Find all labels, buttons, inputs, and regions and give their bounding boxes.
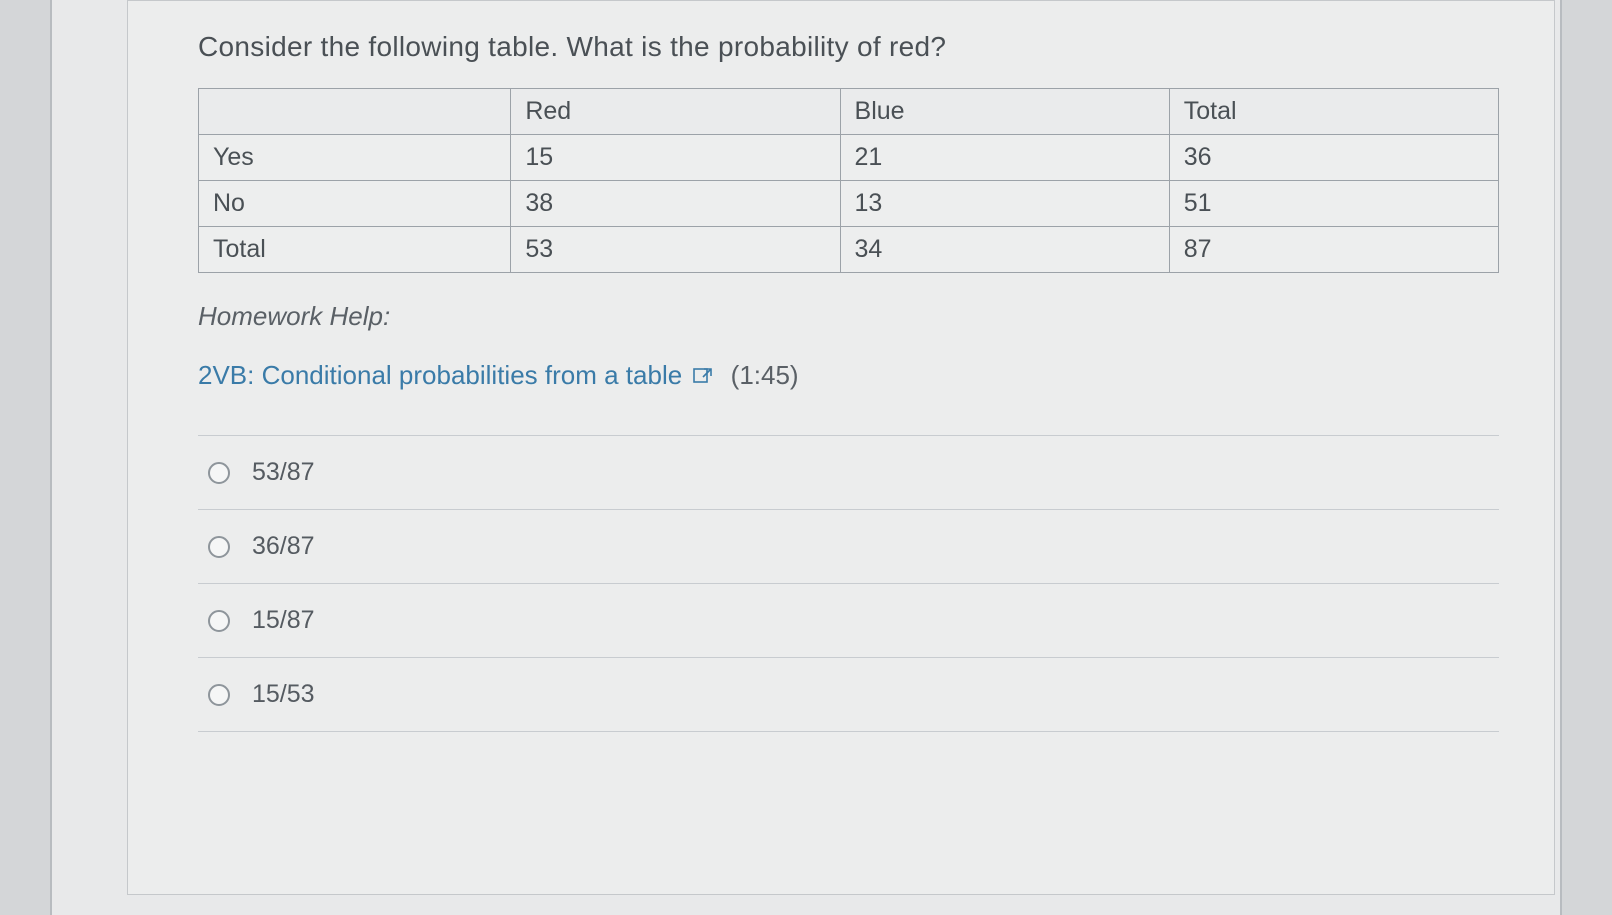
table-cell: 13 — [840, 181, 1169, 227]
table-header-cell: Blue — [840, 89, 1169, 135]
option-label: 53/87 — [252, 458, 315, 487]
help-video-duration: (1:45) — [731, 360, 799, 390]
table-cell: 36 — [1169, 135, 1498, 181]
table-row: Yes 15 21 36 — [199, 135, 1499, 181]
help-link-row: 2VB: Conditional probabilities from a ta… — [198, 360, 1499, 395]
answer-option[interactable]: 36/87 — [198, 509, 1499, 583]
answer-option[interactable]: 15/87 — [198, 583, 1499, 657]
option-label: 15/87 — [252, 606, 315, 635]
question-prompt: Consider the following table. What is th… — [198, 31, 1499, 63]
table-header-cell: Red — [511, 89, 840, 135]
table-cell: 51 — [1169, 181, 1498, 227]
table-cell: 53 — [511, 227, 840, 273]
table-cell: Yes — [199, 135, 511, 181]
table-header-cell — [199, 89, 511, 135]
outer-panel: Consider the following table. What is th… — [50, 0, 1562, 915]
radio-icon — [208, 684, 230, 706]
data-table: Red Blue Total Yes 15 21 36 No 38 13 51 — [198, 88, 1499, 273]
option-label: 36/87 — [252, 532, 315, 561]
radio-icon — [208, 536, 230, 558]
table-row: No 38 13 51 — [199, 181, 1499, 227]
table-cell: 87 — [1169, 227, 1498, 273]
external-link-icon — [693, 360, 713, 391]
table-cell: 15 — [511, 135, 840, 181]
help-video-link[interactable]: 2VB: Conditional probabilities from a ta… — [198, 360, 725, 390]
table-cell: 38 — [511, 181, 840, 227]
table-cell: 21 — [840, 135, 1169, 181]
table-cell: 34 — [840, 227, 1169, 273]
table-row: Total 53 34 87 — [199, 227, 1499, 273]
table-cell: Total — [199, 227, 511, 273]
homework-help-label: Homework Help: — [198, 301, 1499, 332]
help-link-code: 2VB — [198, 360, 247, 390]
answer-options: 53/87 36/87 15/87 15/53 — [198, 435, 1499, 732]
radio-icon — [208, 462, 230, 484]
table-cell: No — [199, 181, 511, 227]
table-header-row: Red Blue Total — [199, 89, 1499, 135]
answer-option[interactable]: 15/53 — [198, 657, 1499, 732]
table-header-cell: Total — [1169, 89, 1498, 135]
radio-icon — [208, 610, 230, 632]
question-card: Consider the following table. What is th… — [127, 0, 1555, 895]
answer-option[interactable]: 53/87 — [198, 435, 1499, 509]
help-link-text: Conditional probabilities from a table — [262, 360, 683, 390]
option-label: 15/53 — [252, 680, 315, 709]
